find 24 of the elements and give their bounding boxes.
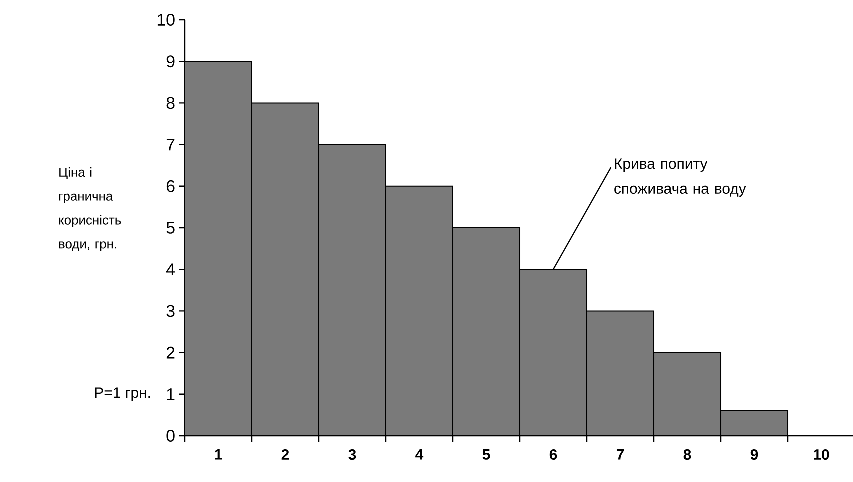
y-tick-label: 2: [166, 346, 175, 359]
y-tick-label: 10: [158, 14, 175, 26]
y-axis-title: Ціна і гранична корисність води, грн.: [59, 168, 122, 252]
y-tick-label: 9: [166, 56, 175, 68]
x-tick-label: 5: [482, 449, 490, 460]
x-tick-label: 9: [750, 449, 758, 460]
x-tick-label: 2: [282, 449, 290, 460]
y-tick-label: 0: [166, 430, 175, 442]
x-tick-label: 10: [814, 449, 830, 460]
y-tick-label: 5: [166, 222, 175, 234]
y-tick-label: 3: [166, 305, 175, 318]
y-tick-label: 8: [166, 97, 175, 110]
x-tick-label: 7: [616, 449, 624, 460]
x-tick-label: 4: [416, 449, 424, 460]
x-tick-label: 1: [215, 449, 222, 460]
y-tick-label: 1: [167, 388, 175, 400]
y-tick-label: 7: [166, 138, 175, 151]
x-tick-label: 8: [684, 449, 692, 460]
y-tick-label: 6: [166, 180, 175, 192]
annotation: Крива попиту споживача на воду: [614, 158, 746, 197]
y-tick-label: 4: [166, 264, 176, 276]
x-tick-label: 6: [550, 449, 558, 460]
x-tick-label: 3: [348, 449, 356, 460]
text: P=1 грн.: [95, 388, 150, 402]
